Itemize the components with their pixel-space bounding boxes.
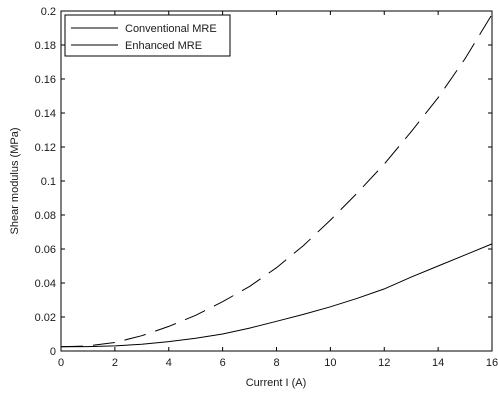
x-tick-label: 0 [58, 357, 64, 369]
series-line-enhanced-mre [60, 14, 493, 348]
x-axis-label: Current I (A) [246, 377, 307, 389]
x-tick-label: 10 [324, 357, 336, 369]
legend-label-enhanced-mre: Enhanced MRE [125, 40, 202, 52]
y-tick-label: 0.06 [35, 244, 56, 256]
y-tick-label: 0.16 [35, 74, 56, 86]
y-axis-label: Shear modulus (MPa) [9, 128, 21, 235]
y-tick-label: 0.18 [35, 40, 56, 52]
legend-box [64, 14, 231, 57]
legend-label-conventional-mre: Conventional MRE [125, 23, 217, 35]
series-layer [60, 14, 493, 348]
legend: Conventional MRE Enhanced MRE [64, 14, 231, 57]
x-tick-label: 16 [486, 357, 498, 369]
y-tick-label: 0.02 [35, 312, 56, 324]
y-tick-label: 0.12 [35, 142, 56, 154]
x-tick-label: 2 [112, 357, 118, 369]
y-tick-label: 0.08 [35, 210, 56, 222]
x-tick-label: 8 [273, 357, 279, 369]
x-tick-label: 12 [378, 357, 390, 369]
plot-area [60, 10, 493, 352]
y-tick-label: 0.2 [41, 6, 56, 18]
y-tick-label: 0.1 [41, 176, 56, 188]
x-tick-label: 4 [166, 357, 172, 369]
x-tick-label: 14 [432, 357, 444, 369]
y-tick-label: 0 [50, 346, 56, 358]
y-tick-label: 0.14 [35, 108, 56, 120]
series-line-conventional-mre [60, 243, 493, 348]
axes-ticks: 0 2 4 6 8 10 12 14 16 0 0.02 0.04 0.06 0.08 0.1 0.12 0.1… [35, 6, 498, 369]
x-tick-label: 6 [220, 357, 226, 369]
y-tick-label: 0.04 [35, 278, 56, 290]
